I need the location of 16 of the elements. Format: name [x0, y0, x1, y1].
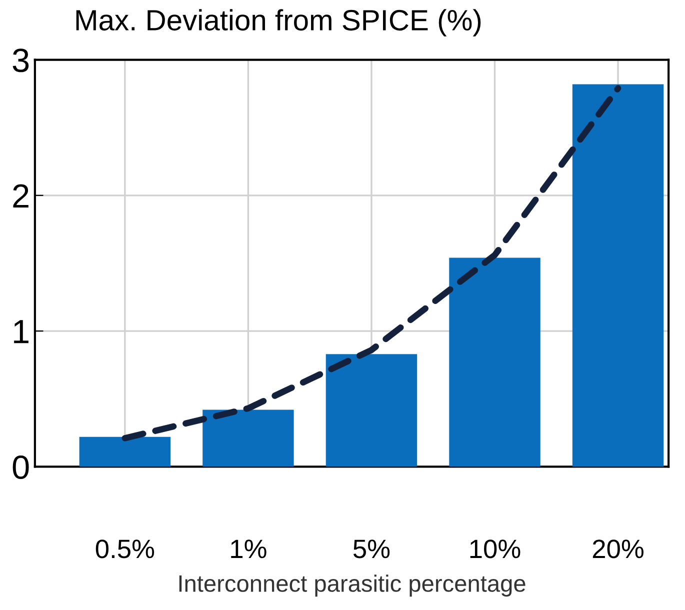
bar	[202, 410, 294, 467]
bar	[449, 258, 540, 467]
bar	[326, 354, 418, 467]
x-tick-label: 5%	[353, 540, 390, 558]
y-tick-label: 2	[13, 184, 28, 208]
y-tick-label: 1	[14, 320, 28, 344]
x-tick-label: 10%	[470, 540, 520, 558]
x-tick-label: 1%	[231, 540, 266, 558]
y-tick-label: 0	[12, 455, 29, 480]
bar	[572, 84, 664, 467]
y-tick-label: 3	[12, 48, 29, 72]
bar	[79, 436, 171, 467]
x-tick-label: 0.5%	[96, 540, 154, 558]
chart-title: Max. Deviation from SPICE (%)	[76, 9, 481, 36]
x-tick-label: 20%	[592, 540, 644, 558]
x-axis-title: Interconnect parasitic percentage	[179, 574, 526, 597]
